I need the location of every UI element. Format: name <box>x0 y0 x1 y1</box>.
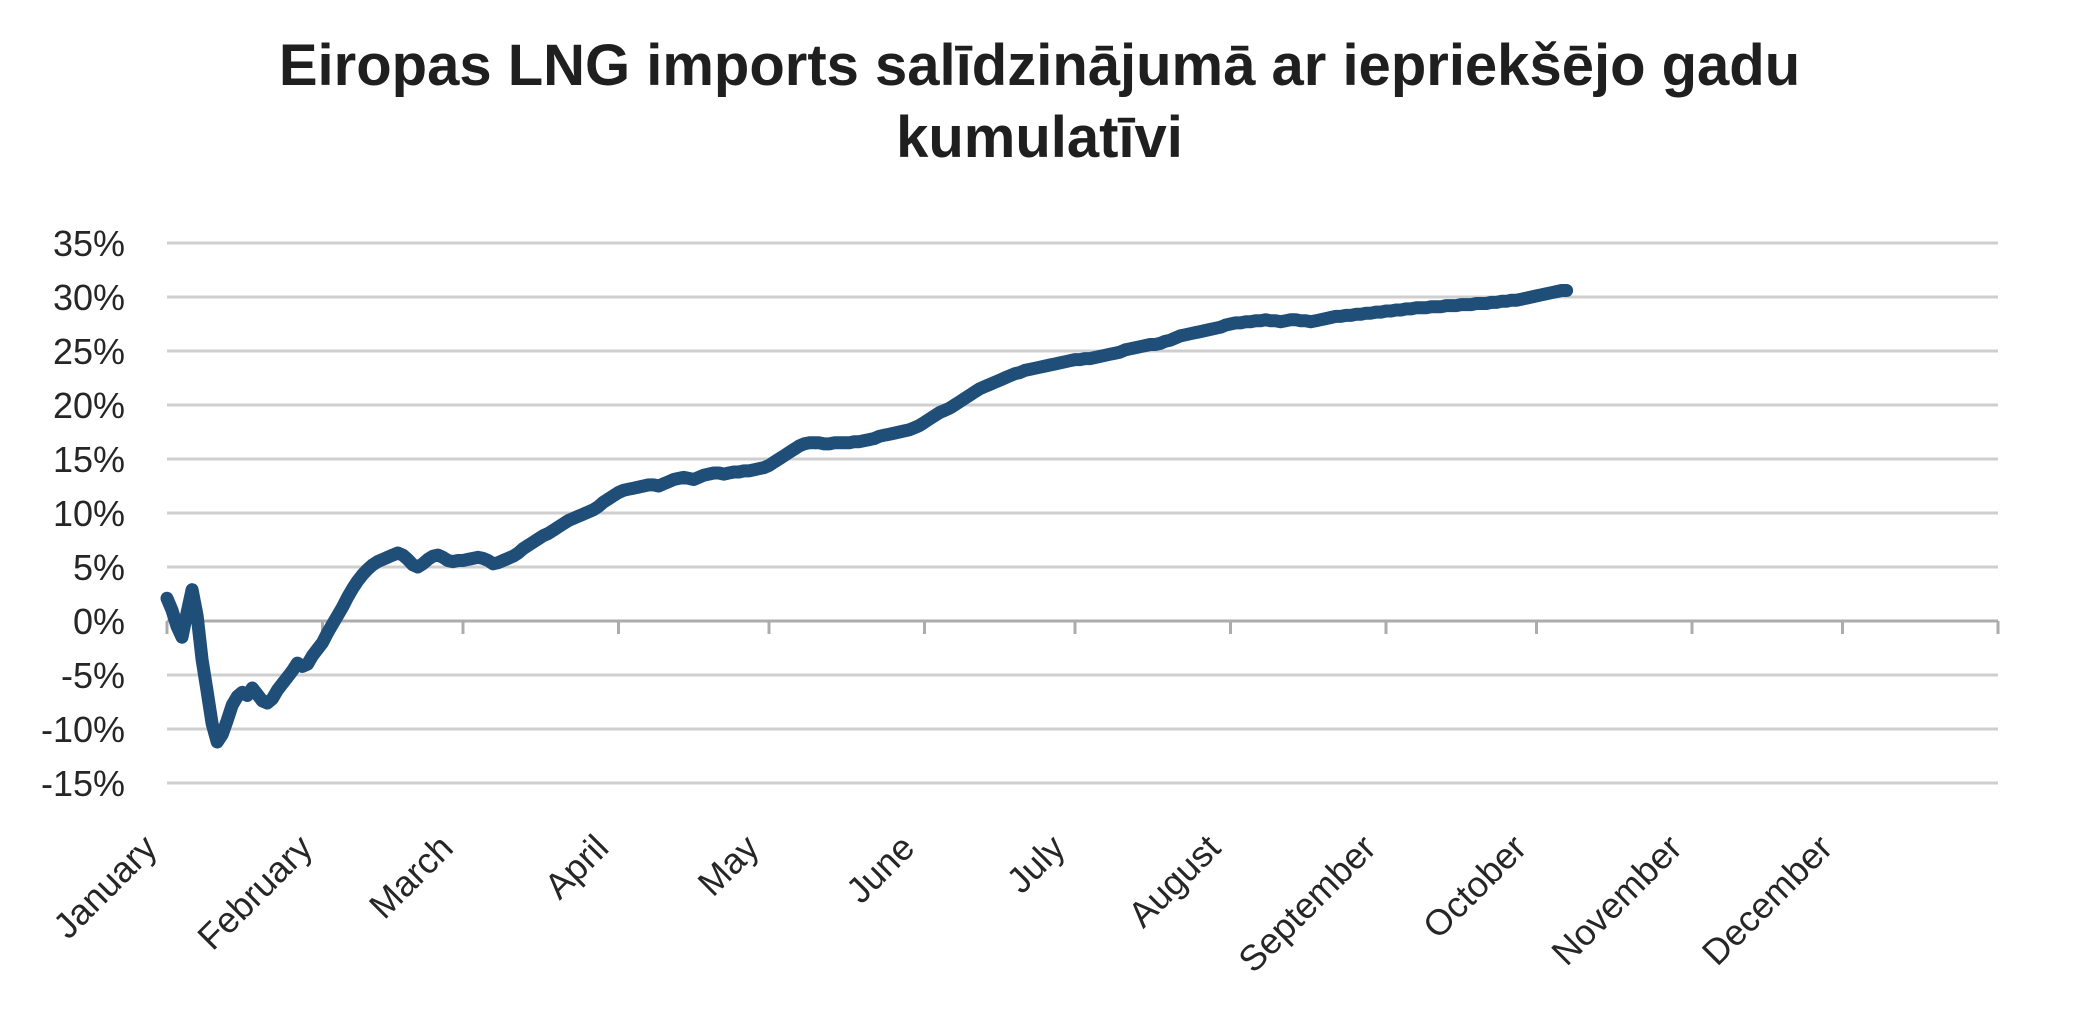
month-label-august: August <box>1120 827 1228 935</box>
x-axis-month-labels: January February March April May June July Augu… <box>45 827 1840 981</box>
month-label-march: March <box>361 827 461 927</box>
y-tick-label--5: -5% <box>61 655 125 696</box>
month-label-july: July <box>998 827 1072 901</box>
y-tick-label--15: -15% <box>41 763 125 804</box>
y-tick-label--10: -10% <box>41 709 125 750</box>
month-label-september: September <box>1230 827 1384 981</box>
month-label-february: February <box>189 827 320 958</box>
y-tick-label-30: 30% <box>53 277 125 318</box>
chart-title: Eiropas LNG imports salīdzinājumā ar iep… <box>0 30 2079 174</box>
data-series <box>160 284 1574 749</box>
y-tick-label-5: 5% <box>73 547 125 588</box>
y-tick-label-10: 10% <box>53 493 125 534</box>
chart-title-line2: kumulatīvi <box>896 105 1183 170</box>
cumulative-lng-imports-line <box>160 284 1574 749</box>
y-axis-tick-labels: 35% 30% 25% 20% 15% 10% 5% 0% -5% -10% -15% <box>41 223 125 804</box>
month-label-june: June <box>838 827 922 911</box>
x-axis-line-and-ticks <box>165 619 2000 634</box>
y-tick-label-35: 35% <box>53 223 125 264</box>
y-tick-label-0: 0% <box>73 601 125 642</box>
chart-title-line1: Eiropas LNG imports salīdzinājumā ar iep… <box>278 33 1801 98</box>
y-tick-label-15: 15% <box>53 439 125 480</box>
month-label-december: December <box>1694 827 1840 973</box>
month-label-april: April <box>536 827 616 907</box>
month-label-may: May <box>690 827 767 904</box>
month-label-january: January <box>45 827 165 947</box>
month-label-october: October <box>1415 827 1535 947</box>
month-label-november: November <box>1543 827 1689 973</box>
y-tick-label-25: 25% <box>53 331 125 372</box>
y-tick-label-20: 20% <box>53 385 125 426</box>
horizontal-gridlines <box>167 241 1998 785</box>
